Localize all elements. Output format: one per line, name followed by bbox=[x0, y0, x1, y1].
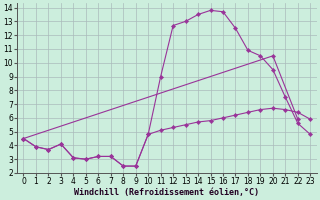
X-axis label: Windchill (Refroidissement éolien,°C): Windchill (Refroidissement éolien,°C) bbox=[74, 188, 260, 197]
